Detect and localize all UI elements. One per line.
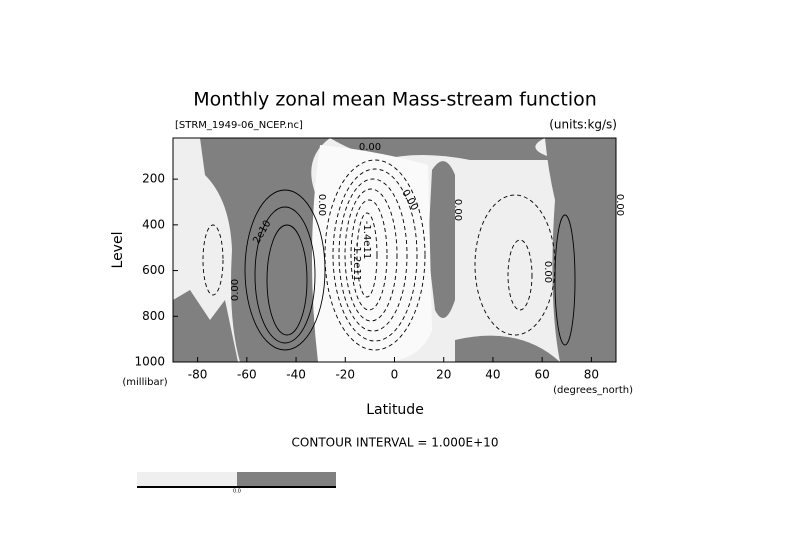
x-tick-label: 40 — [485, 368, 500, 382]
x-tick-label: 0 — [391, 368, 399, 382]
contour-label: 0.00 — [230, 279, 241, 301]
contour-label: -1.2e11 — [351, 243, 362, 281]
y-tick-label: 600 — [142, 263, 165, 277]
y-tick-label: 400 — [142, 217, 165, 231]
contour-field — [172, 137, 617, 363]
colorbar — [137, 472, 336, 488]
y-tick-label: 200 — [142, 172, 165, 186]
x-axis-label: Latitude — [366, 402, 424, 418]
colorbar-label: 0.0 — [233, 489, 241, 495]
x-tick-label: -80 — [188, 368, 208, 382]
x-tick-label: 80 — [584, 368, 599, 382]
contour-label: 0.00 — [614, 194, 625, 216]
chart-title: Monthly zonal mean Mass-stream function — [193, 89, 597, 111]
x-tick-label: -60 — [237, 368, 257, 382]
x-tick-label: -20 — [335, 368, 355, 382]
x-unit-label: (degrees_north) — [553, 385, 633, 396]
y-unit-label: (millibar) — [122, 377, 167, 388]
x-tick-label: 60 — [535, 368, 550, 382]
x-tick-label: 20 — [436, 368, 451, 382]
contour-label: 0.00 — [359, 142, 381, 153]
y-axis-label: Level — [110, 232, 126, 269]
contour-interval: CONTOUR INTERVAL = 1.000E+10 — [292, 436, 499, 450]
contour-label: 0.00 — [452, 199, 463, 221]
y-tick-label: 800 — [142, 309, 165, 323]
file-label: [STRM_1949-06_NCEP.nc] — [175, 120, 303, 131]
contour-label: -1.4e11 — [361, 221, 372, 259]
y-tick-label: 1000 — [134, 355, 165, 369]
units-label: (units:kg/s) — [549, 118, 617, 132]
contour-label: 0.00 — [542, 261, 553, 283]
contour-label: 0.00 — [316, 194, 327, 216]
x-tick-label: -40 — [286, 368, 306, 382]
